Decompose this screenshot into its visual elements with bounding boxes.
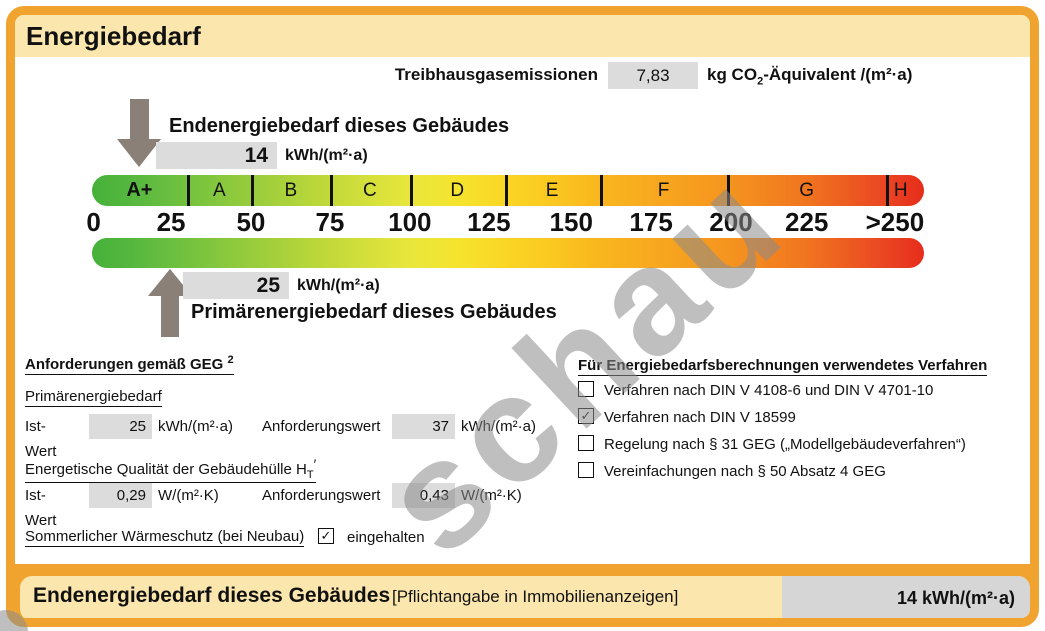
class-label-f: F [657,180,670,201]
certificate-card: Energiebedarf Treibhausgasemissionen 7,8… [6,6,1039,627]
summer-heat-protection-status: eingehalten [347,529,425,546]
method-checkbox-modellgebaeude[interactable] [578,435,594,451]
primary-ist-unit: kWh/(m²·a) [158,418,233,435]
primary-energy-unit: kWh/(m²·a) [297,277,380,294]
class-label-h: H [893,180,908,201]
methods-title: Für Energiebedarfsberechnungen verwendet… [578,357,988,376]
primary-energy-label: Primärenergiebedarf dieses Gebäudes [191,301,557,323]
axis-tick-75: 75 [315,207,345,237]
ist-wert-label: Ist-Wert [25,487,57,529]
emissions-label: Treibhausgasemissionen [394,65,598,84]
axis-tick-225: 225 [784,207,829,237]
axis-tick-125: 125 [467,207,511,237]
axis-tick-150: 150 [549,207,593,237]
scale-tick [330,175,334,206]
end-energy-label: Endenergiebedarf dieses Gebäudes [169,115,510,137]
scale-tick [885,175,889,206]
anforderungswert-label: Anforderungswert [262,418,381,435]
axis-tick-100: 100 [388,207,432,237]
class-label-b: B [284,180,298,201]
scale-axis: 0 25 50 75 100 125 150 175 200 225 >250 [86,207,925,237]
axis-tick-175: 175 [629,207,673,237]
summer-heat-protection-checkbox[interactable]: ✓ [318,528,334,544]
footer-bar: Endenergiebedarf dieses Gebäudes [Pflich… [20,576,1030,618]
scale-tick [504,175,508,206]
primary-anforderung-unit: kWh/(m²·a) [461,418,536,435]
page-title: Energiebedarf [26,21,201,51]
header-strip: Energiebedarf [15,15,1030,57]
method-label: Regelung nach § 31 GEG („Modellgebäudeve… [604,436,966,453]
method-label: Vereinfachungen nach § 50 Absatz 4 GEG [604,463,886,480]
scale-tick [600,175,604,206]
axis-tick-200: 200 [709,207,753,237]
emissions-value-field[interactable]: 7,83 [608,62,698,89]
class-label-e: E [545,180,559,201]
axis-tick-250plus: >250 [865,207,925,237]
end-energy-arrow-icon [117,99,161,169]
envelope-ist-unit: W/(m²·K) [158,487,219,504]
method-label: Verfahren nach DIN V 4108-6 und DIN V 47… [604,382,934,399]
envelope-anforderung-unit: W/(m²·K) [461,487,522,504]
class-label-d: D [450,180,465,201]
emissions-value: 7,83 [636,66,670,85]
primary-energy-scale [92,238,924,268]
scale-tick [250,175,254,206]
envelope-quality-subtitle: Energetische Qualität der Gebäudehülle H… [25,456,317,483]
footer-zone: Endenergiebedarf dieses Gebäudes [Pflich… [15,564,1030,618]
axis-tick-25: 25 [156,207,186,237]
class-label-c: C [363,180,377,201]
summer-heat-protection-label: Sommerlicher Wärmeschutz (bei Neubau) [25,528,305,547]
scale-tick [727,175,731,206]
primary-anforderung-value-field[interactable]: 37 [392,414,455,439]
class-label-g: G [799,180,815,201]
anforderungswert-label: Anforderungswert [262,487,381,504]
end-energy-unit: kWh/(m²·a) [285,147,368,164]
primary-requirement-subtitle: Primärenergiebedarf [25,388,162,407]
emissions-unit: kg CO2-Äquivalent /(m²·a) [707,65,913,88]
primary-ist-value-field[interactable]: 25 [89,414,152,439]
footer-note: [Pflichtangabe in Immobilienanzeigen] [392,587,679,606]
footer-label: Endenergiebedarf dieses Gebäudes [33,584,391,607]
axis-tick-0: 0 [86,207,101,237]
method-label: Verfahren nach DIN V 18599 [604,409,796,426]
primary-energy-value-field[interactable]: 25 [183,272,289,299]
scale-tick [187,175,191,206]
footer-value-field[interactable]: 14 kWh/(m²·a) [782,576,1030,618]
axis-tick-50: 50 [236,207,266,237]
energy-class-scale: A+ A B C D E F G H [92,175,924,206]
ist-wert-label: Ist-Wert [25,418,57,460]
method-checkbox-din4108[interactable] [578,381,594,397]
class-label-aplus: A+ [126,179,153,201]
requirements-title: Anforderungen gemäß GEG 2 [25,354,234,375]
envelope-ist-value-field[interactable]: 0,29 [89,483,152,508]
envelope-anforderung-value-field[interactable]: 0,43 [392,483,455,508]
method-checkbox-vereinfachungen[interactable] [578,462,594,478]
scale-tick [409,175,413,206]
class-label-a: A [212,180,226,201]
end-energy-value-field[interactable]: 14 [156,142,277,169]
method-checkbox-din18599[interactable]: ✓ [578,408,594,424]
